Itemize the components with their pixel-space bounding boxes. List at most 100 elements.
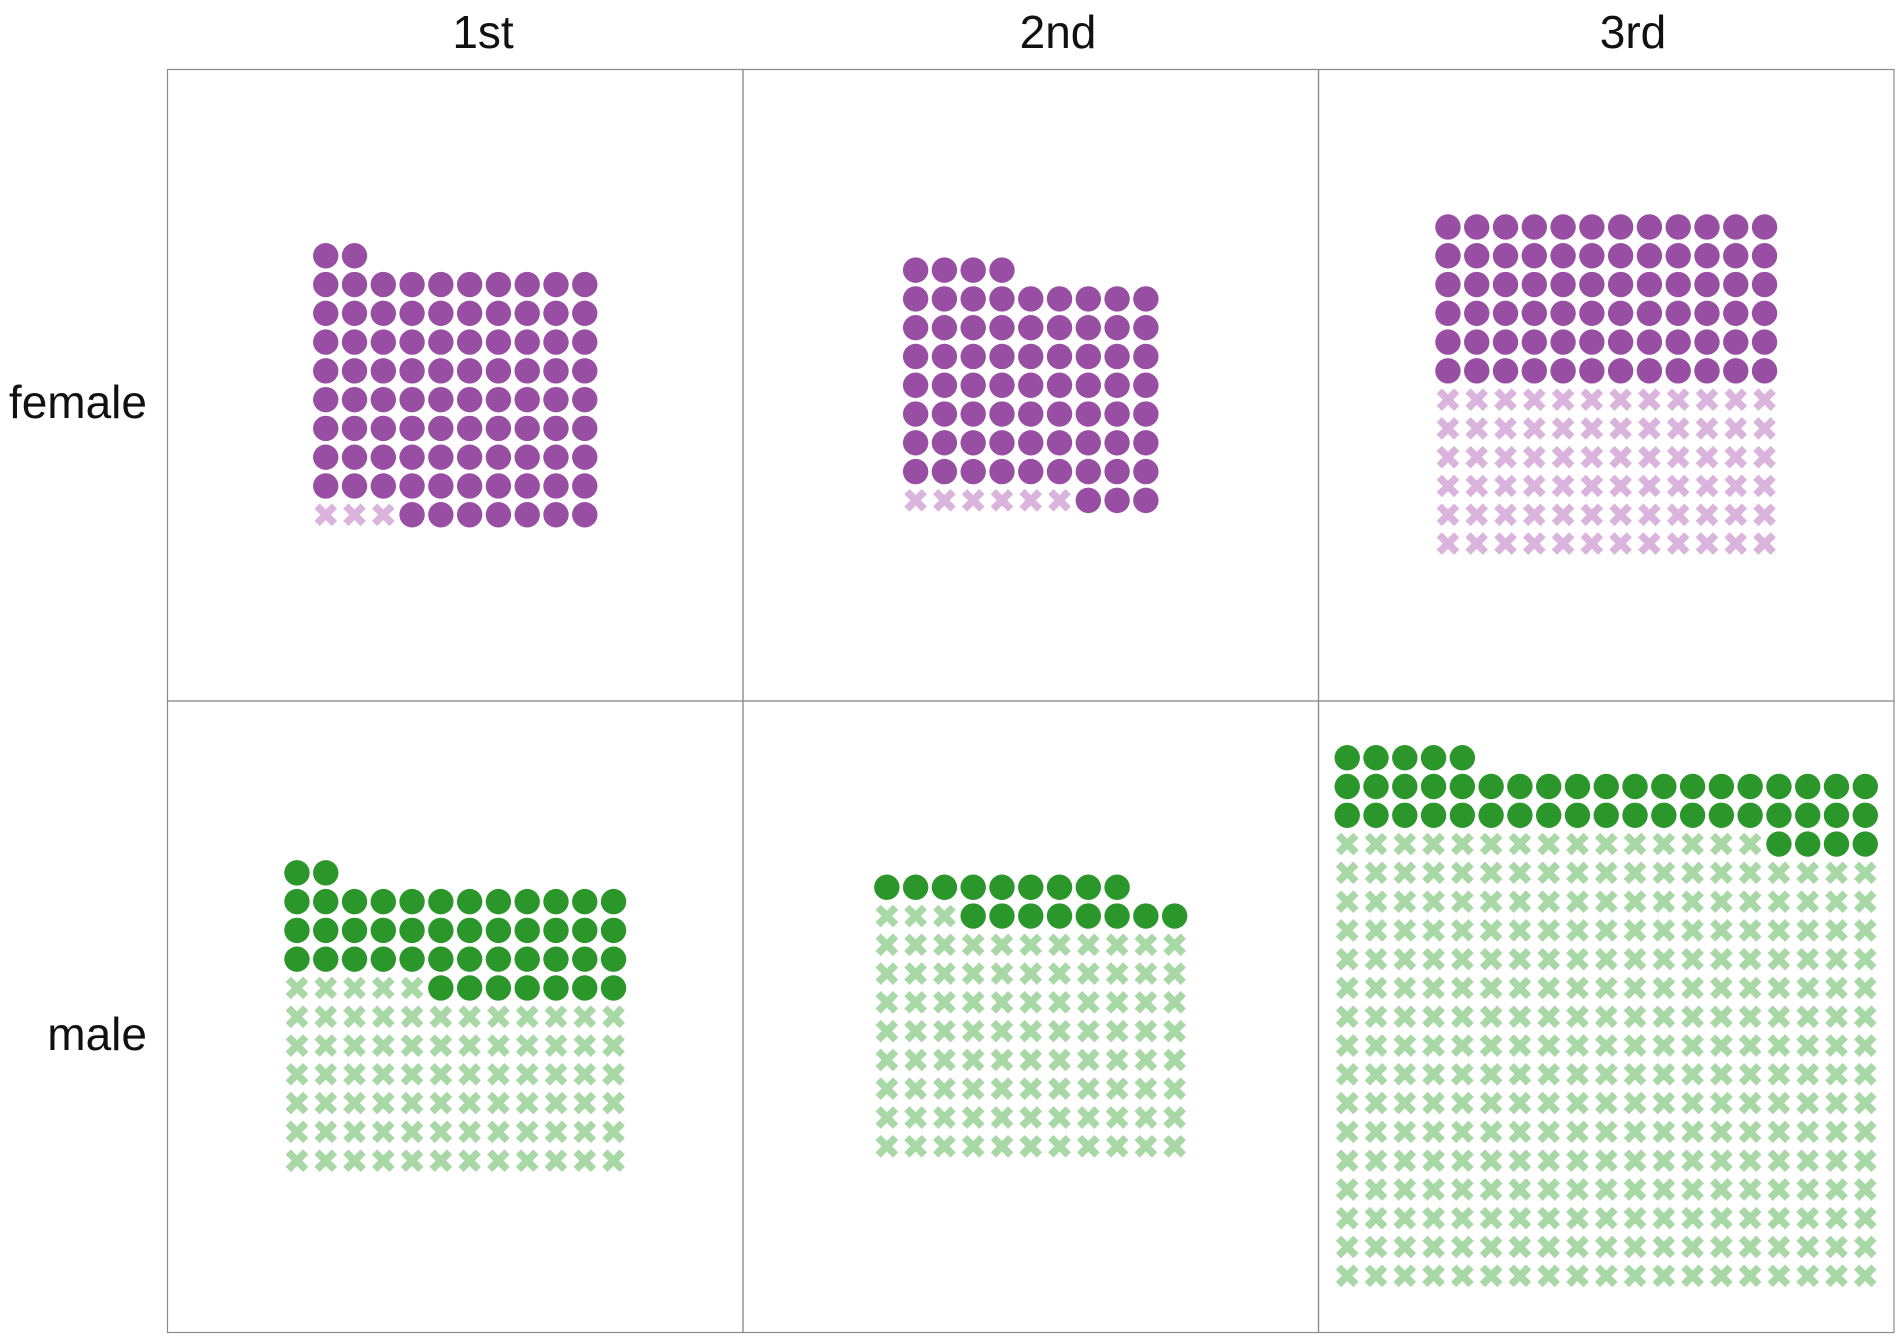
circle-marker [1579, 300, 1605, 326]
panel-male-2nd [742, 700, 1320, 1334]
cross-marker [1710, 1178, 1733, 1201]
circle-marker [456, 473, 483, 499]
circle-marker [572, 473, 598, 499]
cross-marker [1681, 832, 1704, 856]
cross-marker [515, 1120, 539, 1144]
cross-marker [1853, 861, 1877, 885]
cross-marker [602, 1005, 625, 1029]
cross-marker [544, 1091, 568, 1115]
circle-marker [902, 430, 929, 456]
cross-marker [314, 503, 338, 527]
cross-marker [602, 1034, 625, 1057]
circle-marker [1075, 903, 1102, 929]
circle-marker [485, 358, 512, 384]
cross-marker [1753, 417, 1776, 440]
circle-marker [960, 401, 986, 427]
cross-marker [933, 904, 956, 928]
cross-marker [961, 962, 985, 985]
cross-marker [1753, 532, 1776, 555]
circle-marker [1133, 343, 1159, 370]
cross-marker [1623, 1264, 1647, 1288]
cross-marker [1681, 1206, 1704, 1230]
circle-marker [456, 329, 483, 355]
circle-marker [1449, 802, 1476, 828]
cross-marker [1594, 1206, 1618, 1230]
circle-marker [1579, 214, 1605, 240]
circle-marker [543, 329, 569, 355]
circle-marker [1104, 372, 1130, 398]
cross-marker [1508, 1149, 1532, 1172]
circle-marker [485, 444, 512, 470]
circle-marker [514, 917, 540, 944]
cross-marker [1335, 861, 1359, 885]
circle-marker [1420, 802, 1447, 828]
cross-marker [1508, 947, 1532, 971]
cross-marker [1710, 1149, 1733, 1172]
cross-marker [458, 1091, 481, 1115]
cross-marker [1853, 919, 1877, 942]
cross-marker [1767, 976, 1791, 1000]
circle-marker [341, 888, 368, 915]
cross-marker [1853, 1034, 1877, 1057]
circle-marker [572, 917, 598, 944]
circle-marker [1046, 286, 1073, 312]
circle-marker [428, 975, 454, 1001]
cross-marker [1796, 890, 1820, 913]
circle-marker [399, 473, 425, 499]
cross-marker [1623, 1062, 1647, 1086]
cross-marker [1451, 1062, 1474, 1086]
cross-marker [1508, 976, 1532, 1000]
circle-marker [1535, 773, 1562, 800]
circle-marker [1104, 401, 1130, 427]
cross-marker [1105, 1048, 1129, 1072]
cross-marker [1364, 1034, 1388, 1057]
cross-marker [1825, 1005, 1848, 1029]
cross-marker [1134, 1106, 1158, 1129]
cross-marker [1019, 1019, 1043, 1043]
circle-marker [1046, 874, 1073, 900]
cross-marker [1134, 1019, 1158, 1043]
circle-marker [428, 444, 454, 470]
cross-marker [1853, 1206, 1877, 1230]
circle-marker [543, 386, 569, 413]
circle-marker [1751, 271, 1778, 298]
cross-marker [544, 1062, 568, 1086]
cross-marker [1163, 962, 1186, 985]
cross-marker [1494, 417, 1517, 440]
cross-marker [1681, 1062, 1704, 1086]
cross-marker [1494, 532, 1517, 555]
circle-marker [1651, 773, 1677, 800]
cross-marker [1364, 1178, 1388, 1201]
circle-marker [370, 444, 396, 470]
cross-marker [1479, 1005, 1503, 1029]
circle-marker [456, 358, 483, 384]
cross-marker [314, 1120, 338, 1144]
cross-marker [1638, 417, 1661, 440]
cross-marker [1853, 1178, 1877, 1201]
cross-marker [1076, 1106, 1100, 1129]
circle-marker [514, 271, 540, 298]
circle-marker [543, 358, 569, 384]
circle-marker [514, 975, 540, 1001]
cross-marker [573, 1149, 597, 1172]
circle-marker [1550, 358, 1576, 384]
cross-marker [1652, 1178, 1676, 1201]
circle-marker [1521, 271, 1548, 298]
cross-marker [1393, 1062, 1417, 1086]
circle-marker [399, 444, 425, 470]
circle-marker [485, 415, 512, 442]
cross-marker [1623, 1206, 1647, 1230]
cross-marker [1681, 1235, 1704, 1259]
cross-marker [1537, 1034, 1561, 1057]
circle-marker [572, 888, 598, 915]
cross-marker [1825, 976, 1848, 1000]
circle-marker [572, 502, 598, 528]
cross-marker [1019, 991, 1043, 1014]
cross-marker [1019, 1048, 1043, 1072]
circle-marker [485, 300, 512, 326]
cross-marker [1479, 919, 1503, 942]
circle-marker [1521, 214, 1548, 240]
cross-marker [1048, 962, 1071, 985]
cross-marker [1537, 1091, 1561, 1115]
